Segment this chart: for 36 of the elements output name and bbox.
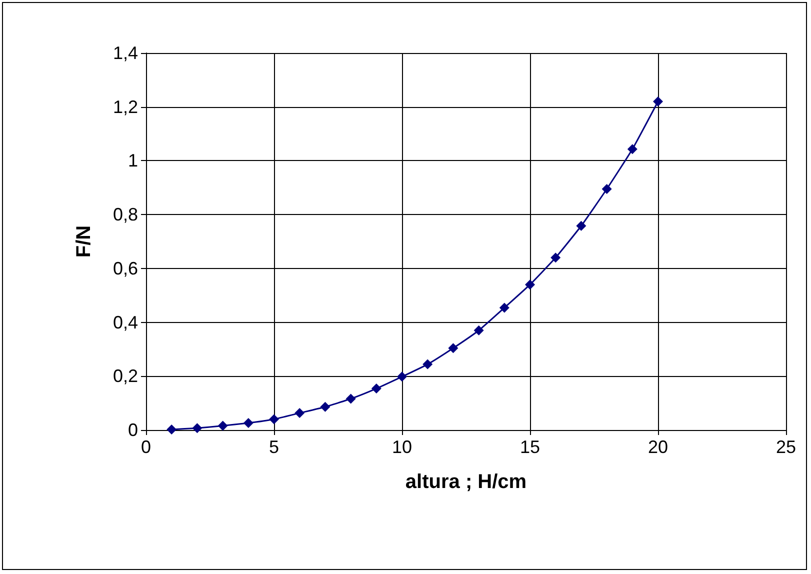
x-tick-label: 0 <box>140 437 152 457</box>
x-tick-label: 10 <box>392 437 412 457</box>
y-tick-label: 0,8 <box>112 204 138 225</box>
point <box>192 423 202 434</box>
y-tick-label: 0,4 <box>112 312 138 332</box>
x-tick-label: 20 <box>648 437 668 457</box>
point <box>653 96 663 106</box>
point <box>422 359 433 370</box>
x-tick-label: 25 <box>776 437 796 457</box>
x-tick-label: 15 <box>520 437 540 457</box>
point <box>627 144 638 154</box>
point <box>474 325 484 336</box>
x-axis-title: altura ; H/cm <box>405 471 527 493</box>
y-tick-label: 0,6 <box>112 258 138 278</box>
point <box>499 302 510 313</box>
y-tick-label: 1 <box>128 150 138 171</box>
point <box>576 220 586 231</box>
y-tick-label: 1,4 <box>112 43 138 63</box>
point <box>346 394 356 404</box>
point <box>448 343 458 354</box>
y-tick-label: 1,2 <box>112 96 138 117</box>
point <box>218 420 228 431</box>
x-tick-label: 5 <box>268 437 280 457</box>
point <box>602 184 612 194</box>
y-axis-title: F/N <box>73 225 95 258</box>
y-tick-label: 0 <box>128 420 138 440</box>
point <box>397 372 407 382</box>
point <box>166 424 177 434</box>
y-tick-label: 0,2 <box>112 366 138 386</box>
point <box>550 252 561 263</box>
point <box>243 418 254 428</box>
point <box>371 384 382 394</box>
point <box>294 408 305 418</box>
point <box>320 402 330 412</box>
point <box>525 280 535 290</box>
point <box>269 414 279 424</box>
